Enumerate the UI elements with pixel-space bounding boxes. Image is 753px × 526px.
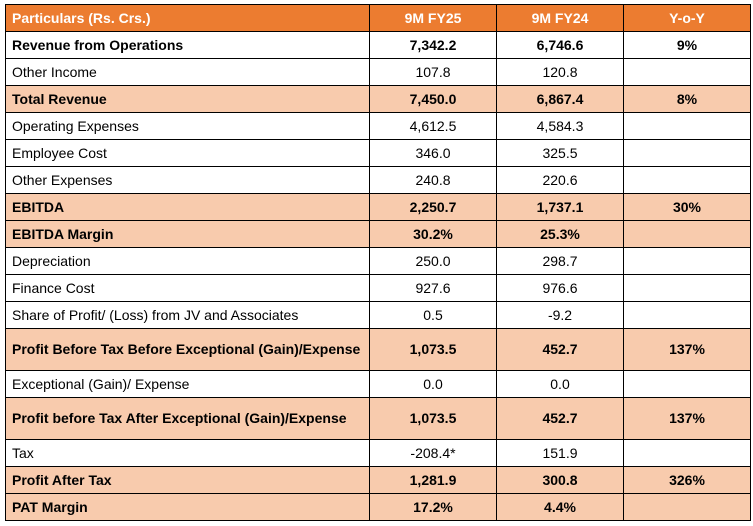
value-9m-fy24: 300.8: [496, 466, 624, 494]
table-row: Operating Expenses 4,612.5 4,584.3: [5, 112, 751, 140]
table-row: Employee Cost 346.0 325.5: [5, 139, 751, 167]
table-row: Share of Profit/ (Loss) from JV and Asso…: [5, 301, 751, 329]
row-label: Profit After Tax: [5, 466, 370, 494]
table-row: EBITDA Margin 30.2% 25.3%: [5, 220, 751, 248]
row-label: Finance Cost: [5, 274, 370, 302]
table-row: Exceptional (Gain)/ Expense 0.0 0.0: [5, 370, 751, 398]
financial-summary-table: Particulars (Rs. Crs.) 9M FY25 9M FY24 Y…: [5, 4, 751, 521]
value-9m-fy24: 6,746.6: [496, 31, 624, 59]
row-label: Other Expenses: [5, 166, 370, 194]
table-row: Depreciation 250.0 298.7: [5, 247, 751, 275]
table-row: Total Revenue 7,450.0 6,867.4 8%: [5, 85, 751, 113]
value-9m-fy25: 30.2%: [369, 220, 497, 248]
table-row: Finance Cost 927.6 976.6: [5, 274, 751, 302]
value-9m-fy24: 4,584.3: [496, 112, 624, 140]
row-label: Total Revenue: [5, 85, 370, 113]
value-9m-fy24: 298.7: [496, 247, 624, 275]
value-9m-fy25: 1,281.9: [369, 466, 497, 494]
row-label: PAT Margin: [5, 493, 370, 521]
value-yoy: [623, 370, 751, 398]
value-9m-fy25: 2,250.7: [369, 193, 497, 221]
table-row: Tax -208.4* 151.9: [5, 439, 751, 467]
table-row: Other Expenses 240.8 220.6: [5, 166, 751, 194]
header-yoy: Y-o-Y: [623, 4, 751, 32]
value-9m-fy24: 25.3%: [496, 220, 624, 248]
value-yoy: [623, 166, 751, 194]
table-row: Profit Before Tax Before Exceptional (Ga…: [5, 328, 751, 371]
table-row: Revenue from Operations 7,342.2 6,746.6 9%: [5, 31, 751, 59]
table-row: Profit After Tax 1,281.9 300.8 326%: [5, 466, 751, 494]
row-label: Other Income: [5, 58, 370, 86]
row-label: Exceptional (Gain)/ Expense: [5, 370, 370, 398]
value-9m-fy25: 346.0: [369, 139, 497, 167]
value-yoy: 30%: [623, 193, 751, 221]
value-yoy: 137%: [623, 397, 751, 440]
table-row: EBITDA 2,250.7 1,737.1 30%: [5, 193, 751, 221]
value-yoy: [623, 247, 751, 275]
value-9m-fy25: 1,073.5: [369, 397, 497, 440]
value-yoy: [623, 139, 751, 167]
value-9m-fy25: -208.4*: [369, 439, 497, 467]
row-label: EBITDA: [5, 193, 370, 221]
value-9m-fy24: 452.7: [496, 397, 624, 440]
value-9m-fy24: 220.6: [496, 166, 624, 194]
value-yoy: [623, 220, 751, 248]
table-row: Other Income 107.8 120.8: [5, 58, 751, 86]
value-9m-fy24: 6,867.4: [496, 85, 624, 113]
row-label: Depreciation: [5, 247, 370, 275]
row-label: Employee Cost: [5, 139, 370, 167]
row-label: Revenue from Operations: [5, 31, 370, 59]
row-label: Operating Expenses: [5, 112, 370, 140]
value-yoy: 326%: [623, 466, 751, 494]
value-9m-fy25: 107.8: [369, 58, 497, 86]
value-9m-fy24: 151.9: [496, 439, 624, 467]
value-yoy: 9%: [623, 31, 751, 59]
table-header-row: Particulars (Rs. Crs.) 9M FY25 9M FY24 Y…: [5, 4, 751, 32]
value-9m-fy25: 927.6: [369, 274, 497, 302]
value-yoy: [623, 58, 751, 86]
value-yoy: [623, 274, 751, 302]
value-9m-fy25: 7,450.0: [369, 85, 497, 113]
header-9m-fy25: 9M FY25: [369, 4, 497, 32]
value-9m-fy25: 17.2%: [369, 493, 497, 521]
value-yoy: [623, 301, 751, 329]
value-yoy: [623, 493, 751, 521]
value-9m-fy25: 0.0: [369, 370, 497, 398]
value-9m-fy24: 0.0: [496, 370, 624, 398]
table-row: Profit before Tax After Exceptional (Gai…: [5, 397, 751, 440]
value-9m-fy24: 976.6: [496, 274, 624, 302]
value-9m-fy24: 120.8: [496, 58, 624, 86]
row-label: EBITDA Margin: [5, 220, 370, 248]
value-9m-fy24: -9.2: [496, 301, 624, 329]
value-yoy: [623, 439, 751, 467]
row-label: Profit before Tax After Exceptional (Gai…: [5, 397, 370, 440]
header-particulars: Particulars (Rs. Crs.): [5, 4, 370, 32]
row-label: Share of Profit/ (Loss) from JV and Asso…: [5, 301, 370, 329]
value-9m-fy25: 240.8: [369, 166, 497, 194]
value-9m-fy25: 7,342.2: [369, 31, 497, 59]
value-9m-fy24: 452.7: [496, 328, 624, 371]
value-9m-fy25: 4,612.5: [369, 112, 497, 140]
value-yoy: [623, 112, 751, 140]
value-yoy: 8%: [623, 85, 751, 113]
header-9m-fy24: 9M FY24: [496, 4, 624, 32]
value-9m-fy25: 1,073.5: [369, 328, 497, 371]
value-9m-fy24: 4.4%: [496, 493, 624, 521]
row-label: Profit Before Tax Before Exceptional (Ga…: [5, 328, 370, 371]
value-9m-fy25: 0.5: [369, 301, 497, 329]
row-label: Tax: [5, 439, 370, 467]
value-9m-fy25: 250.0: [369, 247, 497, 275]
table-row: PAT Margin 17.2% 4.4%: [5, 493, 751, 521]
value-yoy: 137%: [623, 328, 751, 371]
value-9m-fy24: 325.5: [496, 139, 624, 167]
value-9m-fy24: 1,737.1: [496, 193, 624, 221]
